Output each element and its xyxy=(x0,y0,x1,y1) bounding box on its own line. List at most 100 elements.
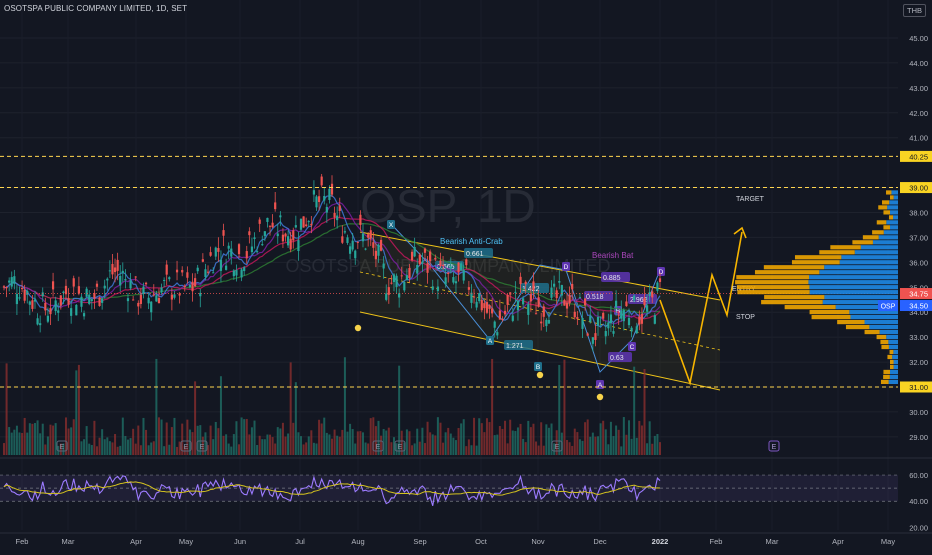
candle-body xyxy=(640,314,644,324)
volume-bar xyxy=(292,422,295,455)
volume-bar xyxy=(15,425,18,455)
volume-bar xyxy=(498,426,501,455)
volume-bar xyxy=(568,442,571,455)
volume-bar xyxy=(617,429,620,455)
candle-body xyxy=(534,313,538,315)
candle-body xyxy=(555,290,558,299)
candle-body xyxy=(408,267,411,278)
profile-bar-orange xyxy=(890,364,894,370)
profile-bar-blue xyxy=(893,359,898,365)
volume-bar xyxy=(196,425,199,455)
candle-body xyxy=(85,288,88,297)
point-marker: D xyxy=(659,269,664,276)
candle-body xyxy=(111,263,114,275)
profile-bar-blue xyxy=(835,305,898,310)
volume-bar xyxy=(80,441,83,455)
candle-body xyxy=(98,297,101,306)
profile-bar-blue xyxy=(824,295,898,300)
volume-bar xyxy=(398,365,401,455)
volume-bar xyxy=(281,422,284,455)
target-label: TARGET xyxy=(736,196,765,203)
time-tick-label: May xyxy=(179,537,193,546)
volume-bar xyxy=(28,423,31,455)
volume-bar xyxy=(480,423,483,455)
volume-bar xyxy=(434,435,437,455)
candle-body xyxy=(540,321,543,324)
candle-body xyxy=(237,244,241,255)
volume-bar xyxy=(36,420,39,455)
candle-body xyxy=(568,294,571,304)
volume-bar xyxy=(41,423,44,455)
profile-bar-blue xyxy=(872,240,898,245)
candle-body xyxy=(160,287,163,293)
volume-bar xyxy=(380,435,383,455)
profile-bar-blue xyxy=(889,225,898,230)
profile-bar-blue xyxy=(889,374,898,380)
time-tick-label: Feb xyxy=(710,537,723,546)
profile-bar-orange xyxy=(830,245,861,250)
candle-body xyxy=(506,294,509,305)
volume-bar xyxy=(566,439,569,455)
candle-body xyxy=(168,277,171,280)
volume-bar xyxy=(173,417,176,455)
volume-bar xyxy=(160,419,163,455)
point-marker-bg xyxy=(562,262,570,271)
candle-body xyxy=(498,310,501,320)
candle-body xyxy=(155,295,158,302)
time-tick-label: 2022 xyxy=(652,537,669,546)
price-tick-label: 43.00 xyxy=(909,84,928,93)
profile-bar-blue xyxy=(809,290,898,295)
profile-bar-orange xyxy=(890,359,894,365)
candle-body xyxy=(645,305,649,312)
candle-body xyxy=(630,327,633,332)
volume-bar xyxy=(504,420,507,455)
candle-body xyxy=(15,293,19,305)
volume-bar xyxy=(483,432,486,455)
time-tick-label: May xyxy=(881,537,895,546)
volume-bar xyxy=(527,420,530,455)
volume-bar xyxy=(540,422,543,455)
event-marker: E xyxy=(60,444,65,451)
volume-bar xyxy=(165,422,168,455)
candle-body xyxy=(524,281,527,285)
signal-dot xyxy=(354,324,362,332)
volume-bar xyxy=(168,444,171,455)
price-tick-label: 38.00 xyxy=(909,208,928,217)
candle-body xyxy=(369,230,372,239)
candle-body xyxy=(209,252,212,256)
volume-bar xyxy=(310,430,313,455)
candle-body xyxy=(240,269,243,278)
candle-body xyxy=(33,299,37,302)
profile-bar-blue xyxy=(850,314,898,320)
volume-bar xyxy=(599,423,602,455)
time-tick-label: Dec xyxy=(593,537,607,546)
volume-bar xyxy=(245,418,248,455)
profile-bar-orange xyxy=(811,314,851,320)
ratio-label-bg xyxy=(608,352,632,362)
candle-body xyxy=(64,285,68,295)
profile-bar-orange xyxy=(837,319,865,325)
candle-body xyxy=(478,293,481,302)
candle-body xyxy=(537,297,540,307)
price-tick-label: 33.00 xyxy=(909,333,928,342)
candle-body xyxy=(59,295,62,306)
volume-bar xyxy=(496,434,499,455)
currency-badge[interactable]: THB xyxy=(903,4,926,17)
candle-body xyxy=(181,269,184,273)
candle-body xyxy=(139,294,142,304)
profile-bar-blue xyxy=(860,245,898,250)
volume-bar xyxy=(640,425,643,455)
candle-body xyxy=(643,297,646,306)
candle-body xyxy=(199,292,202,297)
profile-bar-blue xyxy=(839,260,898,265)
candle-body xyxy=(372,242,375,248)
volume-bar xyxy=(341,429,344,455)
candle-body xyxy=(374,250,378,260)
candle-body xyxy=(609,314,613,324)
volume-bar xyxy=(152,441,155,455)
volume-bar xyxy=(106,437,109,455)
time-tick-label: Jun xyxy=(234,537,246,546)
candle-body xyxy=(248,231,251,236)
